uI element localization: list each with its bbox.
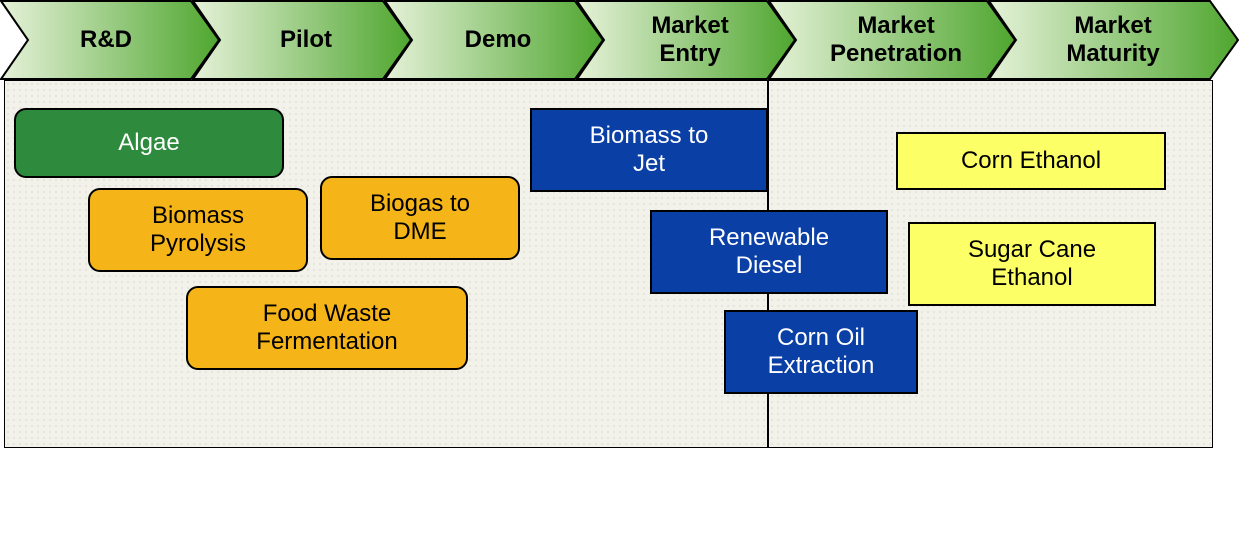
stage-arrow-4 — [768, 0, 1016, 80]
tech-item-corn-oil-extraction: Corn OilExtraction — [724, 310, 918, 394]
stage-arrow-3 — [576, 0, 796, 80]
stage-arrow-1 — [192, 0, 412, 80]
stage-arrow-2 — [384, 0, 604, 80]
stage-arrow-5 — [988, 0, 1239, 80]
maturity-diagram: R&DPilotDemoMarketEntryMarketPenetration… — [0, 0, 1239, 548]
tech-item-biomass-pyrolysis: BiomassPyrolysis — [88, 188, 308, 272]
stage-arrow-0 — [0, 0, 220, 80]
tech-item-food-waste-fermentation: Food WasteFermentation — [186, 286, 468, 370]
tech-item-algae: Algae — [14, 108, 284, 178]
tech-item-renewable-diesel: RenewableDiesel — [650, 210, 888, 294]
tech-item-biogas-to-dme: Biogas toDME — [320, 176, 520, 260]
tech-item-biomass-to-jet: Biomass toJet — [530, 108, 768, 192]
tech-item-sugar-cane-ethanol: Sugar CaneEthanol — [908, 222, 1156, 306]
tech-item-corn-ethanol: Corn Ethanol — [896, 132, 1166, 190]
